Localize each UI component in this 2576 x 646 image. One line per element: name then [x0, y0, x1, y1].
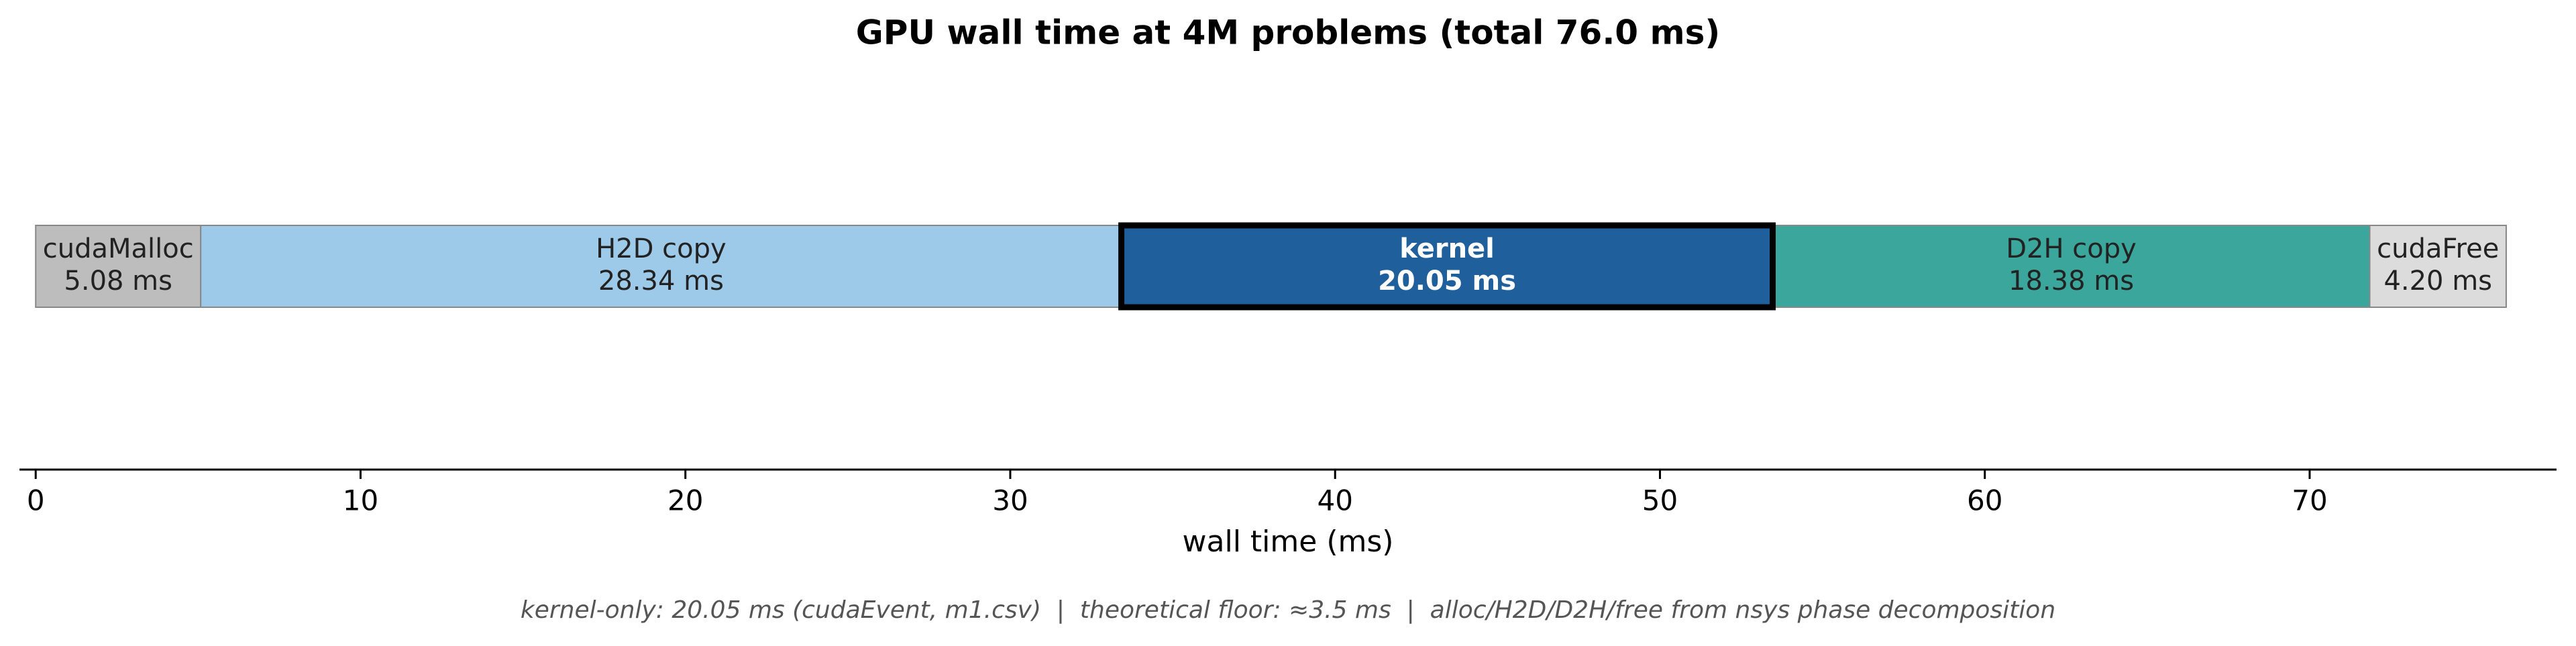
x-tick-label: 0: [27, 484, 45, 517]
segment-label: kernel 20.05 ms: [1378, 233, 1516, 297]
x-tick-label: 50: [1642, 484, 1678, 517]
footnote: kernel-only: 20.05 ms (cudaEvent, m1.csv…: [521, 596, 2055, 624]
bar-segment: [35, 225, 202, 308]
segment-name: kernel: [1399, 233, 1495, 264]
x-tick-label: 20: [667, 484, 703, 517]
bar-segment: [1772, 225, 2371, 308]
segment-value-label: 4.20 ms: [2383, 266, 2492, 297]
x-axis-label: wall time (ms): [1183, 525, 1394, 559]
bar-segment: [2369, 225, 2507, 308]
segment-name: H2D copy: [596, 233, 727, 264]
segment-name: cudaFree: [2377, 233, 2499, 264]
segment-label: H2D copy 28.34 ms: [596, 233, 727, 297]
x-tick-label: 40: [1317, 484, 1352, 517]
segment-value-label: 28.34 ms: [598, 266, 724, 297]
segment-name: cudaMalloc: [43, 233, 194, 264]
segment-name: D2H copy: [2006, 233, 2137, 264]
highlight-border: [1118, 222, 1776, 311]
chart-title: GPU wall time at 4M problems (total 76.0…: [856, 13, 1720, 52]
segment-value-label: 18.38 ms: [2008, 266, 2134, 297]
segment-value-label: 5.08 ms: [64, 266, 172, 297]
segment-label: D2H copy 18.38 ms: [2006, 233, 2137, 297]
x-tick-label: 30: [992, 484, 1028, 517]
x-tick-label: 60: [1967, 484, 2002, 517]
segment-label: cudaMalloc 5.08 ms: [43, 233, 194, 297]
x-tick-label: 10: [343, 484, 378, 517]
bar-segment: [200, 225, 1122, 308]
segment-value-label: 20.05 ms: [1378, 266, 1516, 297]
segment-label: cudaFree 4.20 ms: [2377, 233, 2499, 297]
x-tick-label: 70: [2292, 484, 2327, 517]
